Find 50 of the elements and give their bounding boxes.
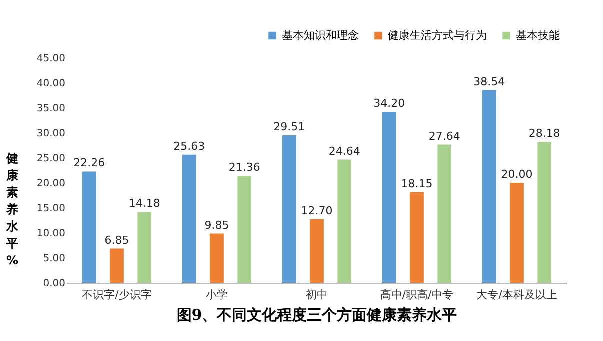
bar bbox=[438, 144, 452, 283]
data-label: 24.64 bbox=[328, 144, 360, 158]
bar bbox=[410, 192, 424, 283]
y-tick-label: 5.00 bbox=[43, 254, 66, 264]
text: 图9、不同文化程度三个方面健康素养水平 bbox=[176, 306, 458, 324]
data-label: 18.15 bbox=[401, 177, 433, 190]
x-tick-label: 不识字/少识字 bbox=[82, 288, 152, 302]
y-tick-label: 30.00 bbox=[36, 128, 66, 140]
x-tick-label: 小学 bbox=[206, 288, 228, 302]
y-tick-label: 10.00 bbox=[36, 228, 66, 240]
data-label: 27.64 bbox=[428, 130, 460, 143]
bar bbox=[82, 172, 96, 283]
data-label: 28.18 bbox=[528, 127, 560, 140]
y-tick-label: 15.00 bbox=[36, 204, 66, 214]
x-tick-label: 初中 bbox=[306, 288, 328, 302]
data-label: 38.54 bbox=[474, 75, 506, 88]
data-label: 25.63 bbox=[174, 140, 206, 153]
x-tick-label: 高中/职高/中专 bbox=[380, 288, 454, 302]
data-label: 22.26 bbox=[74, 156, 106, 170]
data-label: 14.18 bbox=[128, 197, 160, 210]
y-axis-title: 健康素养水平% bbox=[6, 152, 20, 268]
bar bbox=[282, 135, 296, 283]
y-tick-label: 20.00 bbox=[36, 178, 66, 190]
bar bbox=[110, 248, 124, 283]
data-label: 29.51 bbox=[274, 120, 306, 134]
y-tick-label: 25.00 bbox=[36, 154, 66, 164]
bar bbox=[238, 176, 252, 283]
bar bbox=[482, 90, 496, 283]
data-label: 6.85 bbox=[104, 234, 130, 247]
bar bbox=[210, 234, 224, 283]
x-tick-label: 大专/本科及以上 bbox=[476, 288, 558, 302]
data-label: 21.36 bbox=[228, 161, 260, 174]
bar bbox=[510, 183, 524, 283]
data-label: 12.70 bbox=[301, 204, 333, 218]
bar bbox=[382, 112, 396, 283]
bar bbox=[310, 220, 324, 283]
data-label: 20.00 bbox=[501, 168, 533, 181]
legend-label: 基本知识和理念 bbox=[282, 28, 359, 42]
bar bbox=[538, 142, 552, 283]
data-label: 9.85 bbox=[204, 218, 230, 232]
bar bbox=[338, 160, 352, 283]
y-tick-label: 0.00 bbox=[43, 278, 66, 290]
legend-label: 健康生活方式与行为 bbox=[388, 28, 487, 42]
bar bbox=[138, 212, 152, 283]
bar bbox=[182, 154, 196, 283]
y-tick-label: 35.00 bbox=[36, 104, 66, 114]
legend-label: 基本技能 bbox=[516, 28, 560, 42]
y-tick-label: 40.00 bbox=[36, 78, 66, 90]
data-label: 34.20 bbox=[374, 97, 406, 110]
y-tick-label: 45.00 bbox=[36, 54, 66, 64]
